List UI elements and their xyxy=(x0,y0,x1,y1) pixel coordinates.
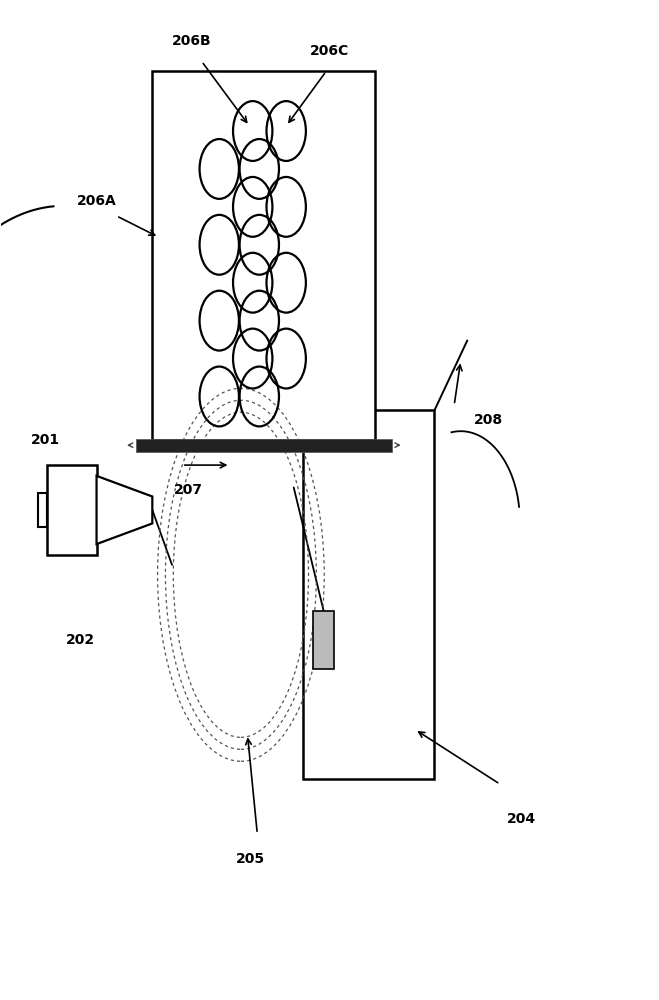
Text: 206A: 206A xyxy=(77,194,117,208)
Text: 201: 201 xyxy=(31,433,60,447)
Bar xyxy=(152,71,376,440)
Bar xyxy=(313,611,334,669)
Bar xyxy=(47,465,96,555)
Text: 206C: 206C xyxy=(310,44,349,58)
Text: 205: 205 xyxy=(236,852,266,866)
Polygon shape xyxy=(96,476,152,544)
Bar xyxy=(38,493,47,527)
Text: 204: 204 xyxy=(507,812,536,826)
Bar xyxy=(136,439,392,452)
Text: 206B: 206B xyxy=(172,34,212,48)
Text: 207: 207 xyxy=(174,483,203,497)
Text: 208: 208 xyxy=(474,413,503,427)
Text: 202: 202 xyxy=(66,633,95,647)
Bar xyxy=(303,410,434,779)
